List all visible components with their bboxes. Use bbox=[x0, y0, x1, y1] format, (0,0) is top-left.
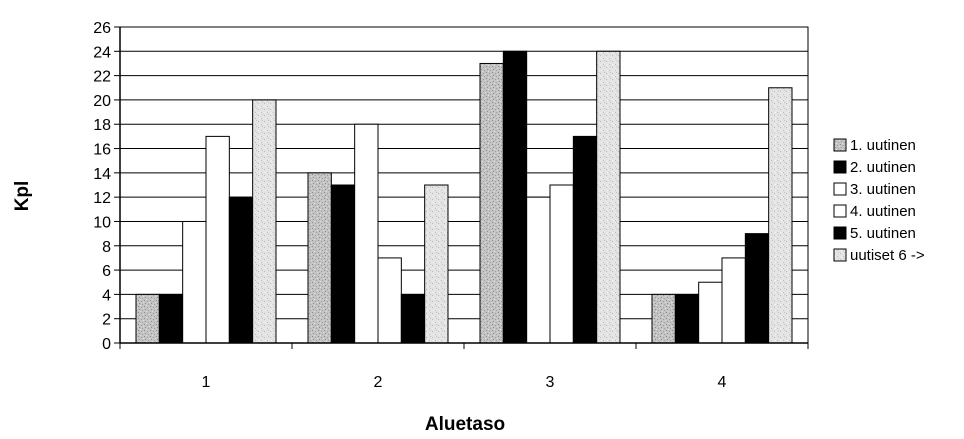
axes bbox=[119, 26, 809, 349]
legend-label: 4. uutinen bbox=[850, 203, 916, 220]
x-tick-labels: 1 2 3 4 bbox=[202, 374, 727, 391]
y-tick-label: 4 bbox=[102, 287, 111, 304]
bar bbox=[307, 172, 332, 344]
bar bbox=[205, 135, 230, 344]
bars bbox=[135, 50, 793, 344]
legend-label: 2. uutinen bbox=[850, 159, 916, 176]
bar bbox=[572, 135, 598, 344]
bar bbox=[158, 293, 184, 344]
y-tick-label: 26 bbox=[93, 20, 111, 37]
bar bbox=[526, 196, 551, 344]
legend-swatch bbox=[833, 248, 847, 262]
y-tick-label: 12 bbox=[93, 190, 111, 207]
x-tick-label: 4 bbox=[718, 374, 727, 391]
y-tick-label: 10 bbox=[93, 214, 111, 231]
legend-label: 1. uutinen bbox=[850, 137, 916, 154]
legend: 1. uutinen 2. uutinen 3. uutinen 4. uutinen… bbox=[833, 137, 925, 264]
bar bbox=[182, 220, 207, 344]
y-tick-label: 2 bbox=[102, 312, 111, 329]
bar bbox=[424, 184, 449, 344]
x-axis-title: Aluetaso bbox=[425, 414, 505, 435]
bar bbox=[330, 184, 356, 344]
bar bbox=[674, 293, 700, 344]
bar bbox=[135, 293, 160, 344]
y-tick-label: 14 bbox=[93, 166, 111, 183]
bar bbox=[252, 99, 277, 344]
bar bbox=[651, 293, 676, 344]
y-axis-title: Kpl bbox=[12, 181, 33, 212]
legend-label: uutiset 6 -> bbox=[850, 247, 925, 264]
bar bbox=[502, 50, 528, 344]
bar bbox=[228, 196, 254, 344]
x-tick-label: 3 bbox=[546, 374, 555, 391]
legend-label: 3. uutinen bbox=[850, 181, 916, 198]
y-tick-label: 16 bbox=[93, 142, 111, 159]
bar bbox=[744, 233, 770, 344]
bar bbox=[377, 257, 402, 344]
y-tick-label: 8 bbox=[102, 239, 111, 256]
legend-swatch bbox=[833, 182, 847, 196]
x-tick-label: 1 bbox=[202, 374, 211, 391]
y-tick-label: 20 bbox=[93, 93, 111, 110]
legend-swatch bbox=[833, 138, 847, 152]
y-tick-label: 0 bbox=[102, 336, 111, 353]
y-tick-label: 18 bbox=[93, 117, 111, 134]
y-tick-label: 24 bbox=[93, 44, 111, 61]
bar bbox=[698, 281, 723, 344]
bar bbox=[721, 257, 746, 344]
legend-swatch bbox=[833, 204, 847, 218]
bar bbox=[596, 50, 621, 344]
bar bbox=[768, 87, 793, 344]
y-tick-label: 6 bbox=[102, 263, 111, 280]
bar bbox=[400, 293, 426, 344]
bar bbox=[549, 184, 574, 344]
y-tick-label: 22 bbox=[93, 69, 111, 86]
bar bbox=[354, 123, 379, 344]
legend-swatch bbox=[833, 160, 847, 174]
legend-label: 5. uutinen bbox=[850, 225, 916, 242]
x-tick-label: 2 bbox=[374, 374, 383, 391]
legend-swatch bbox=[833, 226, 847, 240]
bar bbox=[479, 62, 504, 344]
